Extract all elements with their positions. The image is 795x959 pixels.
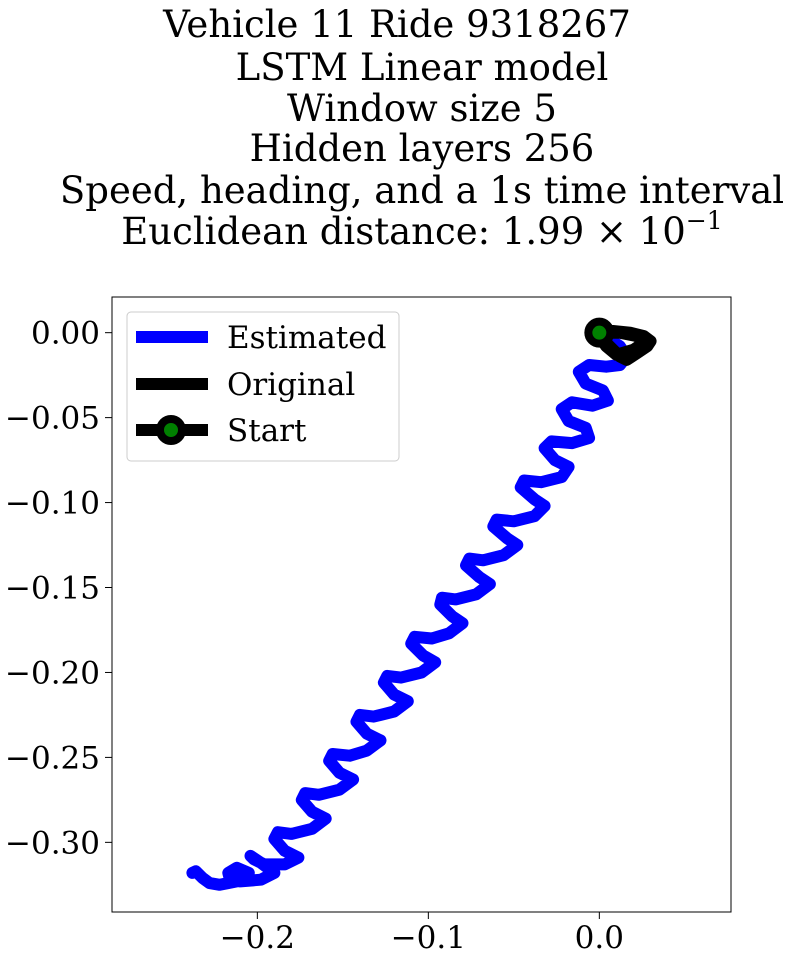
y-axis: 0.00 −0.05 −0.10 −0.15 −0.20 −0.25 −0.30 (5, 316, 112, 861)
legend-box (126, 311, 400, 462)
legend-estimated-label: Estimated (227, 320, 386, 356)
y-tick-label: −0.30 (5, 825, 100, 861)
chart-title: Vehicle 11 Ride 9318267 LSTM Linear mode… (60, 3, 784, 253)
legend-start-marker (156, 415, 186, 445)
y-tick-label: −0.25 (5, 740, 100, 776)
x-axis: −0.2 −0.1 0.0 (220, 912, 624, 956)
title-distance-text: Euclidean distance: 1.99 × 10 (121, 210, 686, 253)
title-line-1: Vehicle 11 Ride 9318267 (162, 3, 631, 46)
legend: Estimated Original Start (126, 311, 400, 462)
y-tick-label: −0.05 (5, 401, 100, 437)
x-tick-label: −0.1 (391, 920, 466, 956)
legend-original-label: Original (227, 367, 355, 403)
y-tick-label: −0.15 (5, 571, 100, 607)
y-tick-label: 0.00 (31, 316, 100, 352)
start-point-marker (584, 317, 615, 348)
title-line-3: Window size 5 (287, 87, 557, 130)
x-tick-label: −0.2 (220, 920, 295, 956)
y-tick-label: −0.20 (5, 655, 100, 691)
plot-area (186, 317, 657, 891)
title-line-6: Euclidean distance: 1.99 × 10−1 (121, 206, 722, 253)
title-line-4: Hidden layers 256 (250, 127, 595, 170)
estimated-trajectory-line (186, 326, 633, 891)
original-trajectory-line (593, 325, 657, 366)
x-tick-label: 0.0 (575, 920, 624, 956)
title-line-5: Speed, heading, and a 1s time interval (60, 169, 784, 212)
title-distance-exponent: −1 (686, 206, 723, 235)
axes-frame (111, 296, 732, 913)
title-line-2: LSTM Linear model (236, 46, 609, 89)
legend-start-label: Start (227, 413, 307, 449)
y-tick-label: −0.10 (5, 486, 100, 522)
